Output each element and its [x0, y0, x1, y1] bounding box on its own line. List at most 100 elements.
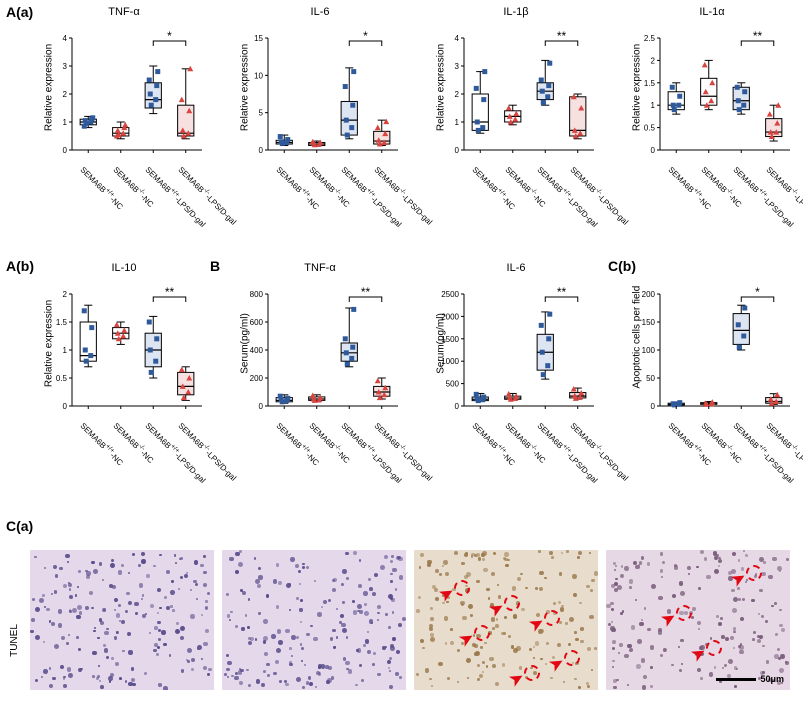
svg-text:0: 0 [63, 146, 68, 155]
svg-text:1: 1 [63, 346, 68, 355]
svg-text:50: 50 [646, 374, 655, 383]
chart-svg: 0 200 400 600 800 ** [236, 276, 404, 416]
chart-svg: 0 1 2 3 4 * [40, 20, 208, 160]
x-tick-label: SEMA6B+/+-LPS/D-gal [340, 164, 405, 229]
y-axis-label: Relative expression [44, 299, 55, 389]
histology-row: TUNEL SEMA6B+/+-NCSEMA6B-/--NCSEMA6B+/+-… [0, 530, 803, 702]
svg-text:600: 600 [250, 318, 264, 327]
histology-panel-1: SEMA6B-/--NC [222, 550, 406, 690]
chart-svg: 0 5 10 15 * [236, 20, 404, 160]
svg-text:10: 10 [254, 71, 263, 80]
chart-IL1: IL-1β01234**Relative expressionSEMA6B+/+… [432, 6, 600, 216]
svg-text:0: 0 [259, 146, 264, 155]
svg-text:200: 200 [250, 374, 264, 383]
x-tick-label: SEMA6B+/+-LPS/D-gal [536, 420, 601, 485]
y-axis-label: Serum(pg/ml) [436, 299, 447, 389]
svg-text:1.5: 1.5 [644, 79, 656, 88]
chart-: 050100150200*Apoptotic cells per fieldSE… [628, 262, 796, 472]
svg-text:0.5: 0.5 [644, 124, 656, 133]
chart-svg: 05001000150020002500** [432, 276, 600, 416]
x-tick-label: SEMA6B-/--LPS/D-gal [568, 420, 631, 483]
x-tick-label: SEMA6B+/+-LPS/D-gal [144, 164, 209, 229]
chart-svg: 0 1 2 3 4 ** [432, 20, 600, 160]
tunel-label: TUNEL [9, 624, 20, 657]
svg-text:**: ** [361, 285, 371, 299]
svg-text:**: ** [557, 29, 567, 43]
svg-text:0.5: 0.5 [56, 374, 68, 383]
histology-panel-0: SEMA6B+/+-NC [30, 550, 214, 690]
svg-text:3: 3 [63, 62, 68, 71]
svg-text:200: 200 [642, 290, 656, 299]
panel-label-Ab: A(b) [6, 258, 34, 274]
chart-title: IL-10 [40, 262, 208, 274]
svg-text:0: 0 [651, 146, 656, 155]
svg-text:**: ** [753, 29, 763, 43]
x-tick-label: SEMA6B+/+-LPS/D-gal [144, 420, 209, 485]
chart-TNF: TNF-α0200400600800**Serum(pg/ml)SEMA6B+/… [236, 262, 404, 472]
svg-text:150: 150 [642, 318, 656, 327]
svg-text:400: 400 [250, 346, 264, 355]
svg-text:1: 1 [651, 101, 656, 110]
svg-text:1.5: 1.5 [56, 318, 68, 327]
svg-text:0: 0 [651, 402, 656, 411]
svg-text:0: 0 [455, 146, 460, 155]
svg-text:0: 0 [259, 402, 264, 411]
chart-IL6: IL-605001000150020002500**Serum(pg/ml)SE… [432, 262, 600, 472]
x-tick-label: SEMA6B+/+-LPS/D-gal [732, 420, 797, 485]
x-tick-label: SEMA6B-/--LPS/D-gal [372, 420, 435, 483]
y-axis-label: Relative expression [632, 43, 643, 133]
svg-text:*: * [755, 285, 760, 299]
scale-text: 50μm [760, 674, 784, 684]
svg-text:15: 15 [254, 34, 263, 43]
svg-text:800: 800 [250, 290, 264, 299]
panel-label-Aa: A(a) [6, 4, 33, 20]
chart-IL1: IL-1α00.511.522.5**Relative expressionSE… [628, 6, 796, 216]
chart-IL10: IL-1000.511.52**Relative expressionSEMA6… [40, 262, 208, 472]
chart-svg: 0 50 100 150 200 * [628, 276, 796, 416]
histology-panel-2: SEMA6B+/+-LPS/D-gal➤➤➤➤➤➤ [414, 550, 598, 690]
figure-container: A(a) A(b) B C(b) C(a) TNF-α01234*Relativ… [0, 0, 803, 702]
y-axis-label: Apoptotic cells per field [632, 299, 643, 389]
y-axis-label: Relative expression [436, 43, 447, 133]
x-tick-label: SEMA6B-/--LPS/D-gal [568, 164, 631, 227]
svg-text:4: 4 [455, 34, 460, 43]
x-tick-label: SEMA6B-/--LPS/D-gal [176, 164, 239, 227]
x-tick-label: SEMA6B-/--LPS/D-gal [372, 164, 435, 227]
chart-svg: 0 0.5 1 1.5 2 2.5 ** [628, 20, 796, 160]
svg-text:3: 3 [455, 62, 460, 71]
chart-title: IL-1α [628, 6, 796, 18]
chart-svg: 0 0.5 1 1.5 2 ** [40, 276, 208, 416]
y-axis-label: Serum(pg/ml) [240, 299, 251, 389]
svg-text:2: 2 [63, 90, 68, 99]
svg-text:4: 4 [63, 34, 68, 43]
svg-text:*: * [363, 29, 368, 43]
chart-title: TNF-α [236, 262, 404, 274]
chart-title: IL-1β [432, 6, 600, 18]
svg-text:2: 2 [651, 56, 656, 65]
svg-text:2: 2 [63, 290, 68, 299]
chart-title: IL-6 [432, 262, 600, 274]
x-tick-label: SEMA6B-/--LPS/D-gal [176, 420, 239, 483]
svg-text:*: * [167, 29, 172, 43]
svg-text:**: ** [165, 285, 175, 299]
svg-text:0: 0 [455, 402, 460, 411]
svg-text:1: 1 [63, 118, 68, 127]
x-tick-label: SEMA6B+/+-LPS/D-gal [536, 164, 601, 229]
svg-text:5: 5 [259, 109, 264, 118]
svg-text:**: ** [557, 285, 567, 299]
svg-text:100: 100 [642, 346, 656, 355]
histology-panel-3: SEMA6B-/--LPS/D-gal➤➤➤50μm [606, 550, 790, 690]
svg-text:1: 1 [455, 118, 460, 127]
y-axis-label: Relative expression [44, 43, 55, 133]
scale-bar: 50μm [716, 674, 784, 684]
svg-text:2.5: 2.5 [644, 34, 656, 43]
x-tick-label: SEMA6B+/+-LPS/D-gal [340, 420, 405, 485]
svg-text:0: 0 [63, 402, 68, 411]
x-tick-label: SEMA6B+/+-LPS/D-gal [732, 164, 797, 229]
chart-TNF: TNF-α01234*Relative expressionSEMA6B+/+-… [40, 6, 208, 216]
panel-label-B: B [210, 258, 220, 274]
svg-text:2: 2 [455, 90, 460, 99]
chart-title: TNF-α [40, 6, 208, 18]
chart-IL6: IL-6051015*Relative expressionSEMA6B+/+-… [236, 6, 404, 216]
y-axis-label: Relative expression [240, 43, 251, 133]
